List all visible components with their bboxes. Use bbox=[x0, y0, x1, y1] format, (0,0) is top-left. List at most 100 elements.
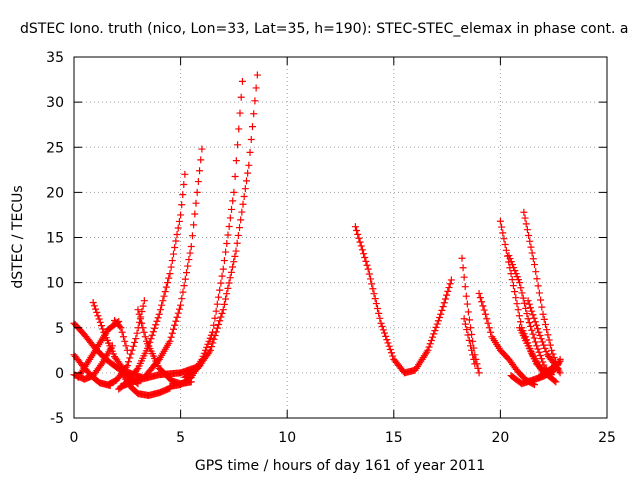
data-point bbox=[368, 280, 376, 288]
data-point bbox=[174, 224, 182, 232]
data-point bbox=[364, 265, 372, 273]
data-point bbox=[225, 222, 233, 230]
data-point bbox=[446, 280, 454, 288]
data-point bbox=[524, 315, 532, 323]
data-point bbox=[90, 302, 98, 310]
data-point bbox=[166, 270, 174, 278]
data-point bbox=[365, 270, 373, 278]
data-point bbox=[96, 318, 104, 326]
data-point bbox=[434, 317, 442, 325]
data-point bbox=[172, 237, 180, 245]
data-point bbox=[118, 328, 126, 336]
data-point bbox=[441, 295, 449, 303]
data-point bbox=[535, 348, 543, 356]
y-tick-label: 25 bbox=[46, 140, 64, 156]
data-point bbox=[485, 324, 493, 332]
data-point bbox=[175, 217, 183, 225]
data-point bbox=[180, 282, 188, 290]
data-point bbox=[187, 243, 195, 251]
data-point bbox=[139, 324, 147, 332]
data-point bbox=[208, 343, 216, 351]
data-point bbox=[123, 362, 131, 370]
data-points bbox=[70, 71, 564, 399]
data-point bbox=[487, 328, 495, 336]
data-point bbox=[518, 289, 526, 297]
data-point bbox=[160, 292, 168, 300]
data-point bbox=[166, 337, 174, 345]
data-point bbox=[220, 257, 228, 265]
x-axis-label: GPS time / hours of day 161 of year 2011 bbox=[195, 458, 485, 474]
data-point bbox=[212, 328, 220, 336]
data-point bbox=[533, 342, 541, 350]
data-point bbox=[384, 339, 392, 347]
data-point bbox=[204, 340, 212, 348]
data-point bbox=[480, 306, 488, 314]
data-point bbox=[530, 314, 538, 322]
data-point bbox=[511, 288, 519, 296]
x-tick-label: 0 bbox=[70, 430, 79, 446]
data-point bbox=[540, 341, 548, 349]
data-point bbox=[358, 246, 366, 254]
data-point bbox=[459, 264, 467, 272]
data-point bbox=[362, 257, 370, 265]
data-point bbox=[94, 312, 102, 320]
x-tick-label: 25 bbox=[598, 430, 616, 446]
data-point bbox=[465, 316, 473, 324]
data-point bbox=[465, 336, 473, 344]
data-point bbox=[513, 300, 521, 308]
data-point bbox=[430, 330, 438, 338]
data-point bbox=[222, 295, 230, 303]
data-point bbox=[498, 223, 506, 231]
data-point bbox=[225, 279, 233, 287]
data-point bbox=[535, 289, 543, 297]
data-point bbox=[351, 223, 359, 231]
data-point bbox=[169, 325, 177, 333]
data-series bbox=[166, 77, 246, 390]
data-point bbox=[224, 231, 232, 239]
data-point bbox=[171, 321, 179, 329]
data-point bbox=[538, 355, 546, 363]
data-point bbox=[508, 261, 516, 269]
data-point bbox=[528, 326, 536, 334]
data-point bbox=[119, 333, 127, 341]
data-point bbox=[526, 304, 534, 312]
data-point bbox=[432, 323, 440, 331]
data-point bbox=[164, 279, 172, 287]
data-point bbox=[140, 328, 148, 336]
data-point bbox=[463, 300, 471, 308]
data-point bbox=[133, 366, 141, 374]
data-point bbox=[161, 288, 169, 296]
data-point bbox=[213, 324, 221, 332]
data-point bbox=[469, 351, 477, 359]
x-tick-label: 15 bbox=[385, 430, 403, 446]
data-point bbox=[474, 364, 482, 372]
data-point bbox=[245, 161, 253, 169]
data-point bbox=[217, 313, 225, 321]
data-point bbox=[154, 314, 162, 322]
data-point bbox=[145, 342, 153, 350]
data-point bbox=[149, 328, 157, 336]
data-point bbox=[356, 238, 364, 246]
data-point bbox=[125, 358, 133, 366]
data-point bbox=[458, 254, 466, 262]
data-point bbox=[193, 188, 201, 196]
data-point bbox=[171, 244, 179, 252]
data-point bbox=[532, 268, 540, 276]
data-point bbox=[524, 297, 532, 305]
data-point bbox=[93, 308, 101, 316]
data-point bbox=[169, 250, 177, 258]
data-point bbox=[219, 306, 227, 314]
data-point bbox=[203, 343, 211, 351]
data-point bbox=[551, 377, 559, 385]
data-point bbox=[499, 229, 507, 237]
data-point bbox=[509, 282, 517, 290]
data-point bbox=[383, 336, 391, 344]
data-point bbox=[167, 263, 175, 271]
data-point bbox=[506, 255, 514, 263]
data-point bbox=[429, 333, 437, 341]
data-point bbox=[516, 279, 524, 287]
data-point bbox=[229, 197, 237, 205]
data-point bbox=[231, 252, 239, 260]
data-point bbox=[461, 320, 469, 328]
data-point bbox=[223, 240, 231, 248]
